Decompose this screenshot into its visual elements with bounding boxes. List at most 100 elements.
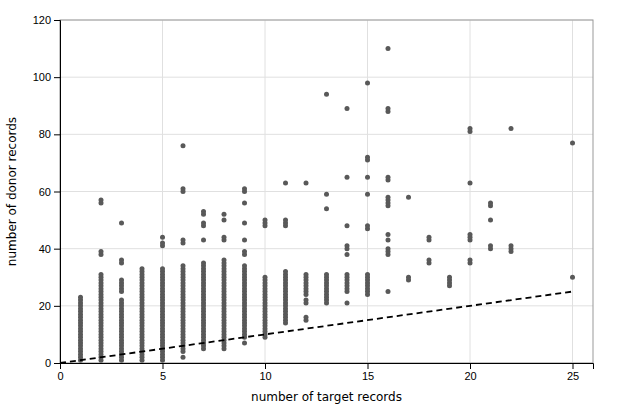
- scatter-point: [201, 209, 206, 214]
- scatter-point: [222, 218, 227, 223]
- scatter-point: [406, 195, 411, 200]
- scatter-point: [242, 186, 247, 191]
- grid-line-y: [60, 134, 593, 135]
- tick-label: 10: [259, 370, 271, 382]
- line: [60, 292, 573, 363]
- scatter-point: [201, 238, 206, 243]
- scatter-point: [78, 295, 83, 300]
- tick-mark: [368, 363, 369, 369]
- scatter-point: [365, 155, 370, 160]
- scatter-point: [263, 218, 268, 223]
- tick-mark: [54, 77, 60, 78]
- tick: 0: [57, 363, 63, 382]
- scatter-point: [570, 140, 575, 145]
- scatter-point: [99, 249, 104, 254]
- scatter-point: [427, 258, 432, 263]
- scatter-point: [509, 126, 514, 131]
- tick-label: 40: [39, 243, 51, 255]
- scatter-point: [488, 218, 493, 223]
- scatter-point: [222, 212, 227, 217]
- tick-mark: [54, 192, 60, 193]
- scatter-point: [365, 175, 370, 180]
- scatter-point: [181, 143, 186, 148]
- scatter-series: [78, 46, 575, 363]
- scatter-point: [324, 92, 329, 97]
- scatter-point: [160, 235, 165, 240]
- scatter-point: [386, 238, 391, 243]
- tick: 5: [160, 363, 166, 382]
- scatter-point: [242, 200, 247, 205]
- scatter-point: [181, 238, 186, 243]
- tick-label: 0: [57, 370, 63, 382]
- tick: 20: [39, 300, 60, 312]
- scatter-point: [181, 263, 186, 268]
- scatter-point: [119, 278, 124, 283]
- tick-label: 20: [464, 370, 476, 382]
- scatter-point: [406, 275, 411, 280]
- scatter-point: [222, 258, 227, 263]
- tick-label: 0: [45, 357, 51, 369]
- plot: 0510152025020406080100120: [33, 14, 594, 382]
- scatter-point: [242, 340, 247, 345]
- scatter-point: [386, 46, 391, 51]
- scatter-point: [345, 106, 350, 111]
- tick: 15: [362, 363, 374, 382]
- scatter-point: [468, 180, 473, 185]
- scatter-point: [119, 220, 124, 225]
- scatter-point: [99, 272, 104, 277]
- marks: [60, 46, 575, 363]
- scatter-point: [386, 106, 391, 111]
- scatter-point: [181, 186, 186, 191]
- scatter-point: [304, 298, 309, 303]
- scatter-point: [345, 175, 350, 180]
- tick-label: 15: [362, 370, 374, 382]
- axis-line: [61, 364, 594, 370]
- tick-mark: [54, 20, 60, 21]
- tick: 25: [567, 363, 579, 382]
- scatter-point: [222, 235, 227, 240]
- scatter-point: [365, 192, 370, 197]
- scatter-point: [324, 272, 329, 277]
- tick-label: 25: [567, 370, 579, 382]
- scatter-point: [304, 315, 309, 320]
- scatter-point: [509, 243, 514, 248]
- plot-frame: [60, 20, 593, 363]
- scatter-point: [365, 223, 370, 228]
- scatter-point: [263, 275, 268, 280]
- scatter-point: [242, 263, 247, 268]
- scatter-point: [119, 258, 124, 263]
- grid-line-y: [60, 191, 593, 192]
- scatter-point: [468, 258, 473, 263]
- y-axis: 020406080100120: [33, 14, 61, 369]
- scatter-point: [201, 220, 206, 225]
- tick: 100: [33, 71, 60, 83]
- scatter-point: [345, 243, 350, 248]
- scatter-point: [119, 298, 124, 303]
- scatter-point: [386, 289, 391, 294]
- scatter-point: [447, 275, 452, 280]
- scatter-point: [570, 275, 575, 280]
- x-axis-label: number of target records: [251, 390, 402, 404]
- scatter-point: [324, 192, 329, 197]
- tick: 120: [33, 14, 60, 26]
- tick-mark: [54, 134, 60, 135]
- tick: 20: [464, 363, 476, 382]
- scatter-point: [468, 232, 473, 237]
- grid: [60, 20, 593, 363]
- scatter-point: [283, 218, 288, 223]
- tick-label: 5: [160, 370, 166, 382]
- scatter-point: [488, 200, 493, 205]
- scatter-point: [99, 198, 104, 203]
- grid-line-y: [60, 77, 593, 78]
- scatter-point: [365, 272, 370, 277]
- scatter-point: [201, 260, 206, 265]
- scatter-point: [386, 232, 391, 237]
- scatter-point: [242, 220, 247, 225]
- scatter-point: [345, 252, 350, 257]
- scatter-point: [386, 195, 391, 200]
- tick-mark: [54, 249, 60, 250]
- scatter-point: [386, 246, 391, 251]
- scatter-point: [468, 126, 473, 131]
- scatter-point: [181, 355, 186, 360]
- scatter-point: [427, 235, 432, 240]
